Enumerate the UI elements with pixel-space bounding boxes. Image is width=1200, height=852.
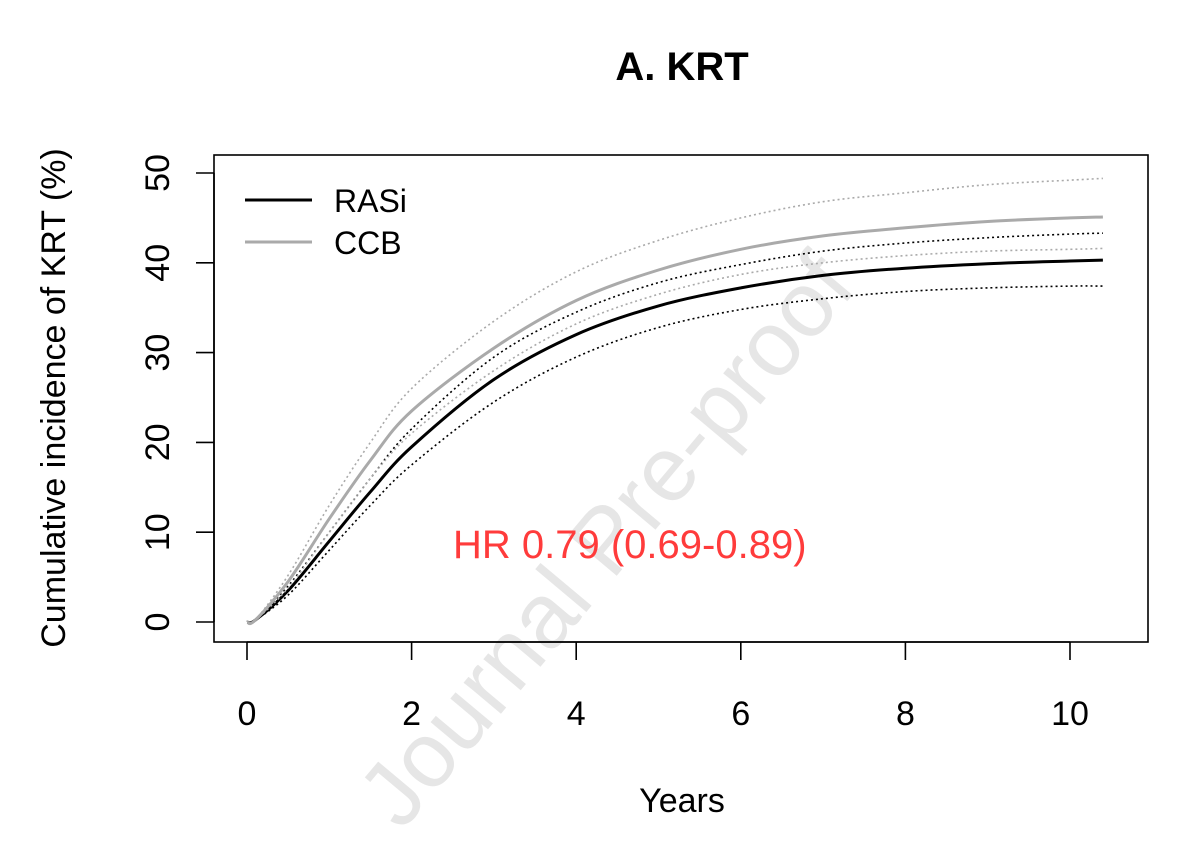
series-layer (246, 177, 1103, 626)
y-tick-label: 20 (139, 423, 177, 461)
y-tick-label: 10 (139, 513, 177, 551)
y-tick-label: 0 (139, 613, 177, 632)
legend-label-ccb: CCB (334, 225, 402, 261)
x-axis-label: Years (639, 782, 725, 820)
x-tick-label: 0 (238, 695, 257, 733)
series-line-ccb (246, 215, 1103, 626)
y-axis: 0 10 20 30 40 50 (139, 154, 215, 632)
y-tick-label: 30 (139, 334, 177, 372)
series-line-rasi-lower-ci (246, 285, 1103, 624)
y-tick-label: 50 (139, 154, 177, 192)
y-axis-label: Cumulative incidence of KRT (%) (35, 148, 73, 648)
x-tick-label: 6 (731, 695, 750, 733)
hazard-ratio-annotation: HR 0.79 (0.69-0.89) (453, 523, 807, 567)
y-tick-label: 40 (139, 244, 177, 282)
series-line-ccb-lower-ci (246, 247, 1103, 624)
x-axis: 0 2 4 6 8 10 (238, 641, 1089, 733)
series-line-rasi-upper-ci (246, 232, 1103, 625)
x-tick-label: 10 (1051, 695, 1089, 733)
x-tick-label: 8 (896, 695, 915, 733)
chart-title: A. KRT (615, 45, 748, 89)
legend: RASi CCB (245, 183, 407, 261)
legend-label-rasi: RASi (334, 183, 407, 219)
series-line-rasi (246, 258, 1103, 625)
x-tick-label: 2 (402, 695, 421, 733)
x-tick-label: 4 (567, 695, 586, 733)
